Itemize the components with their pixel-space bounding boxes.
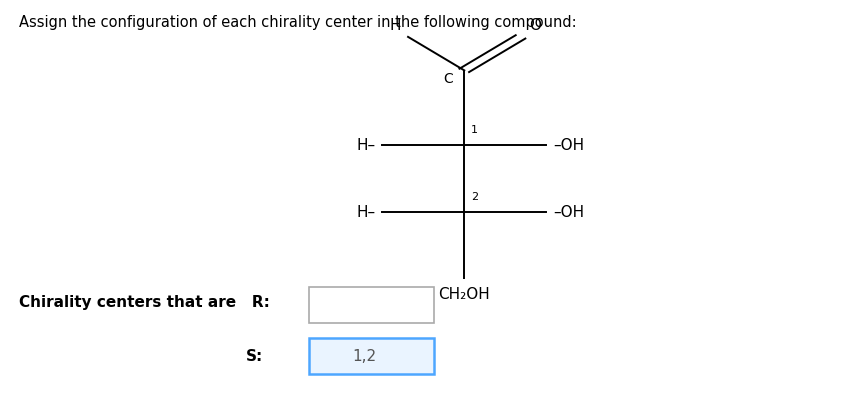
Text: 1,2: 1,2 (352, 349, 377, 364)
Text: S:: S: (247, 349, 264, 364)
Text: Assign the configuration of each chirality center in the following compound:: Assign the configuration of each chirali… (19, 15, 576, 30)
Bar (308, 287, 434, 323)
Bar (308, 339, 434, 374)
Text: 2: 2 (471, 193, 478, 202)
Text: 1: 1 (471, 125, 478, 135)
Text: –OH: –OH (554, 205, 584, 220)
Text: –OH: –OH (554, 138, 584, 153)
Text: Chirality centers that are   R:: Chirality centers that are R: (19, 295, 270, 310)
Text: H–: H– (356, 138, 375, 153)
Text: O: O (529, 18, 541, 33)
Text: H: H (390, 18, 401, 33)
Text: C: C (444, 72, 453, 87)
Text: CH₂OH: CH₂OH (438, 287, 490, 302)
Text: H–: H– (356, 205, 375, 220)
